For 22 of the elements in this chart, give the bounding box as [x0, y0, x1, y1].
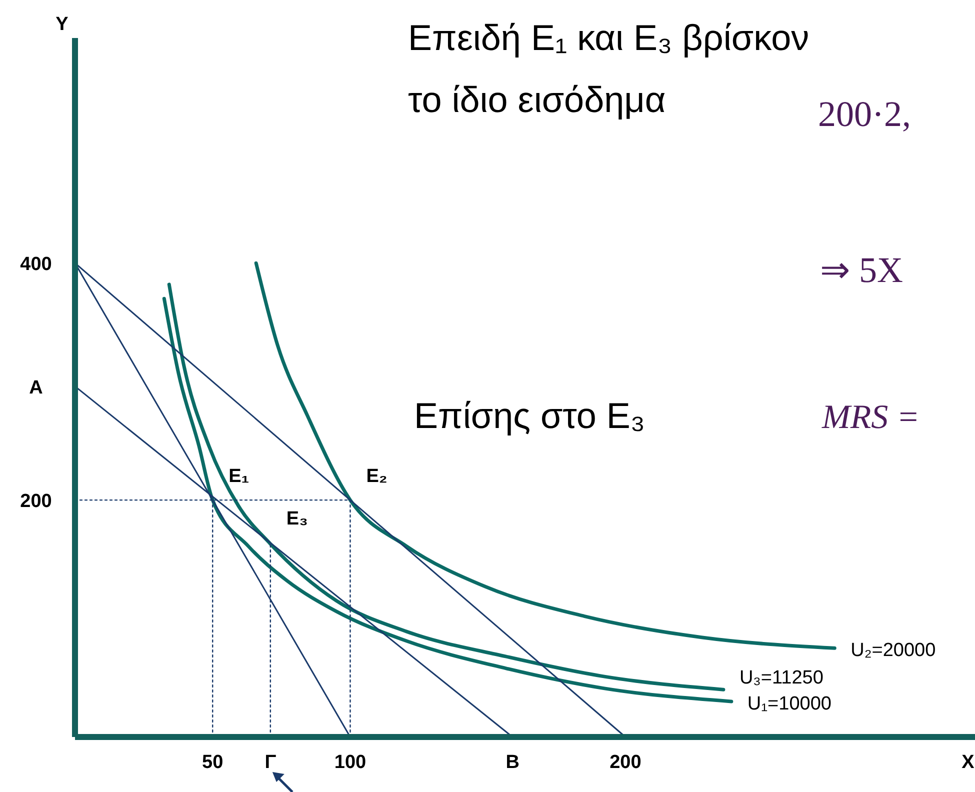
series-label: U₂=20000: [850, 640, 936, 662]
x-tick-label: 100: [334, 752, 366, 773]
x-tick-label: 50: [202, 752, 224, 773]
annotation: MRS =: [821, 399, 920, 436]
series-label: U₃=11250: [739, 667, 824, 688]
annotation: 200·2,: [818, 94, 911, 134]
y-tick-label: 400: [20, 254, 52, 276]
annotation: το ίδιο εισόδημα: [408, 79, 666, 120]
annotation: E₁: [228, 466, 250, 488]
annotation: Επίσης στο E₃: [414, 395, 646, 436]
y-tick-label: A: [29, 377, 44, 398]
annotation: ⇒ 5X: [820, 250, 903, 290]
y-axis-title: Y: [56, 14, 69, 35]
x-tick-label: Γ: [264, 752, 277, 773]
annotation: Επειδή E₁ και E₃ βρίσκον: [408, 17, 810, 58]
y-tick-label: 200: [20, 491, 52, 512]
series-label: U₁=10000: [747, 693, 832, 714]
x-tick-label: 200: [610, 752, 642, 773]
annotation: E₂: [366, 466, 388, 488]
x-axis-title: X: [962, 752, 975, 773]
x-tick-label: B: [506, 752, 520, 773]
annotation: E₃: [286, 508, 308, 530]
